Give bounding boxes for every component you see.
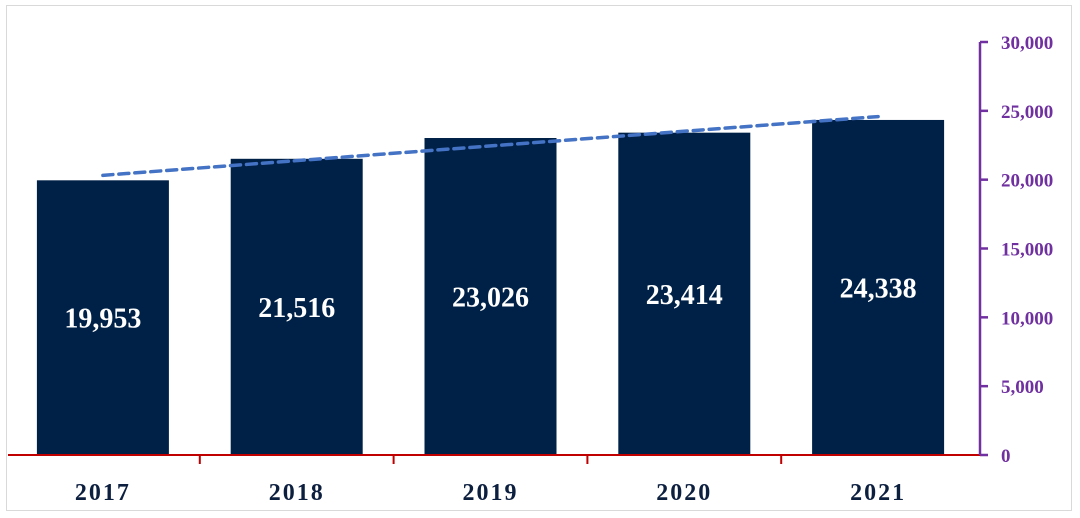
y-tick-label-30,000: 30,000 (1001, 33, 1053, 54)
x-tick-label-2018: 2018 (269, 480, 325, 506)
bar-2021 (812, 119, 945, 455)
y-tick-label-25,000: 25,000 (1001, 102, 1053, 123)
bars-group (36, 119, 945, 456)
y-tick-label-0: 0 (1001, 446, 1011, 467)
axes-group: 2017 2018 2019 2020 2021 0 5,000 10,000 15,000 20… (8, 33, 1053, 506)
data-label-2017: 19,953 (64, 304, 141, 335)
x-tick-label-2020: 2020 (656, 480, 712, 506)
bar-2018 (230, 158, 363, 456)
y-tick-label-15,000: 15,000 (1001, 240, 1053, 261)
y-tick-label-5,000: 5,000 (1001, 377, 1044, 398)
x-tick-label-2017: 2017 (75, 480, 131, 506)
y-tick-label-20,000: 20,000 (1001, 171, 1053, 192)
data-label-2021: 24,338 (840, 273, 917, 304)
bar-2020 (618, 132, 751, 455)
x-tick-label-2021: 2021 (850, 480, 906, 506)
data-label-2020: 23,414 (646, 280, 723, 311)
data-labels-group: 19,953 21,516 23,026 23,414 24,338 (64, 273, 916, 334)
data-label-2018: 21,516 (258, 293, 335, 324)
y-tick-label-10,000: 10,000 (1001, 308, 1053, 329)
bar-2017 (36, 180, 169, 455)
bar-2019 (424, 138, 557, 455)
trendline (101, 114, 880, 178)
x-tick-label-2019: 2019 (463, 480, 519, 506)
trendline-group (101, 114, 880, 178)
data-label-2019: 23,026 (452, 283, 529, 314)
